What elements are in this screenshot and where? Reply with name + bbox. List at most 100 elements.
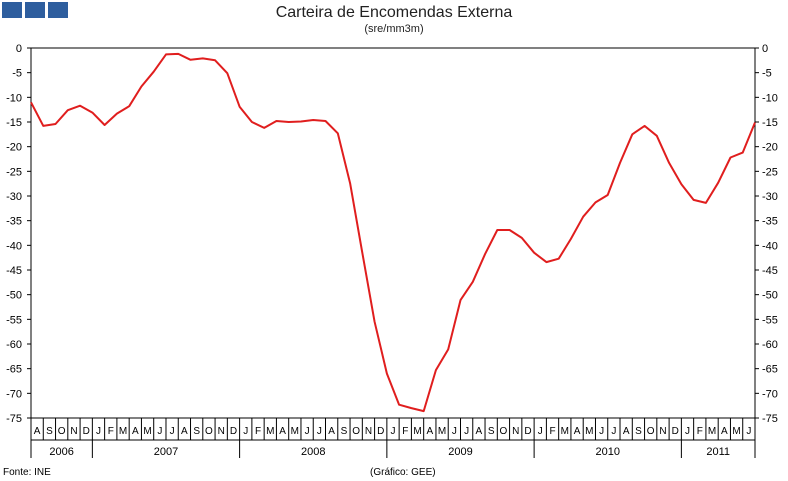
credit-note: (Gráfico: GEE) (370, 467, 436, 478)
month-tick-label: A (426, 426, 433, 437)
month-tick-label: M (266, 426, 274, 437)
month-tick-label: A (623, 426, 630, 437)
year-label: 2007 (154, 446, 178, 458)
month-tick-label: S (193, 426, 200, 437)
series-line (30, 52, 756, 413)
month-tick-label: J (317, 426, 322, 437)
month-tick-label: A (181, 426, 188, 437)
month-tick-label: F (108, 426, 114, 437)
y-tick-label-right: -65 (762, 364, 778, 376)
year-label: 2006 (49, 446, 73, 458)
source-note: Fonte: INE (3, 467, 51, 478)
year-label: 2008 (301, 446, 325, 458)
y-tick-label-left: -50 (6, 290, 22, 302)
month-tick-label: J (157, 426, 162, 437)
month-tick-label: D (524, 426, 531, 437)
y-tick-label-right: -15 (762, 117, 778, 129)
month-tick-label: M (561, 426, 569, 437)
month-tick-label: F (697, 426, 703, 437)
month-tick-label: J (685, 426, 690, 437)
y-tick-label-left: -15 (6, 117, 22, 129)
month-tick-label: D (230, 426, 237, 437)
month-tick-label: N (659, 426, 666, 437)
y-tick-label-left: -65 (6, 364, 22, 376)
month-tick-label: M (708, 426, 716, 437)
year-label: 2009 (448, 446, 472, 458)
month-tick-label: N (365, 426, 372, 437)
month-tick-label: N (218, 426, 225, 437)
month-tick-label: S (488, 426, 495, 437)
logo-square (25, 2, 45, 18)
month-tick-label: A (34, 426, 41, 437)
month-tick-label: J (599, 426, 604, 437)
month-tick-label: J (452, 426, 457, 437)
month-tick-label: M (143, 426, 151, 437)
y-tick-label-right: -30 (762, 191, 778, 203)
y-tick-label-right: -40 (762, 240, 778, 252)
y-tick-label-left: -30 (6, 191, 22, 203)
month-tick-label: J (746, 426, 751, 437)
plot-area (30, 47, 756, 419)
chart-title: Carteira de Encomendas Externa (275, 4, 513, 21)
month-tick-label: S (341, 426, 348, 437)
y-tick-label-right: -70 (762, 388, 778, 400)
month-tick-label: F (402, 426, 408, 437)
y-tick-label-right: -5 (762, 68, 772, 80)
year-label: 2010 (596, 446, 620, 458)
month-tick-label: S (46, 426, 53, 437)
month-tick-label: N (70, 426, 77, 437)
logo-square (48, 2, 68, 18)
month-tick-label: J (170, 426, 175, 437)
month-tick-label: O (500, 426, 508, 437)
month-tick-label: M (119, 426, 127, 437)
month-tick-label: J (611, 426, 616, 437)
y-tick-label-right: -45 (762, 265, 778, 277)
month-tick-label: J (464, 426, 469, 437)
y-tick-label-left: -55 (6, 314, 22, 326)
month-tick-label: O (352, 426, 360, 437)
month-tick-label: D (377, 426, 384, 437)
y-tick-label-right: -10 (762, 92, 778, 104)
month-tick-label: J (391, 426, 396, 437)
y-tick-label-left: -70 (6, 388, 22, 400)
month-tick-label: M (291, 426, 299, 437)
y-tick-label-left: -45 (6, 265, 22, 277)
y-tick-label-left: 0 (16, 43, 22, 55)
month-tick-label: D (672, 426, 679, 437)
y-tick-label-left: -10 (6, 92, 22, 104)
year-label: 2011 (706, 446, 730, 458)
month-tick-label: J (538, 426, 543, 437)
y-tick-label-left: -20 (6, 142, 22, 154)
month-tick-label: J (243, 426, 248, 437)
y-tick-label-right: -60 (762, 339, 778, 351)
month-tick-label: A (132, 426, 139, 437)
month-tick-label: O (647, 426, 655, 437)
chart-subtitle: (sre/mm3m) (364, 23, 424, 35)
y-tick-label-right: -50 (762, 290, 778, 302)
y-tick-label-left: -5 (12, 68, 22, 80)
month-tick-label: S (635, 426, 642, 437)
y-tick-label-left: -35 (6, 216, 22, 228)
month-tick-label: A (279, 426, 286, 437)
month-tick-label: A (476, 426, 483, 437)
y-tick-label-left: -75 (6, 413, 22, 425)
y-tick-label-right: -55 (762, 314, 778, 326)
month-tick-label: J (96, 426, 101, 437)
y-tick-label-right: -20 (762, 142, 778, 154)
month-tick-label: O (205, 426, 213, 437)
logo-square (2, 2, 22, 18)
logo (2, 2, 68, 18)
y-tick-label-right: -25 (762, 166, 778, 178)
month-tick-label: M (732, 426, 740, 437)
y-tick-label-left: -40 (6, 240, 22, 252)
y-tick-label-left: -25 (6, 166, 22, 178)
month-tick-label: F (255, 426, 261, 437)
month-tick-label: A (574, 426, 581, 437)
y-tick-label-right: -75 (762, 413, 778, 425)
month-tick-label: A (721, 426, 728, 437)
y-tick-label-right: 0 (762, 43, 768, 55)
month-tick-label: O (58, 426, 66, 437)
month-tick-label: N (512, 426, 519, 437)
y-tick-label-right: -35 (762, 216, 778, 228)
